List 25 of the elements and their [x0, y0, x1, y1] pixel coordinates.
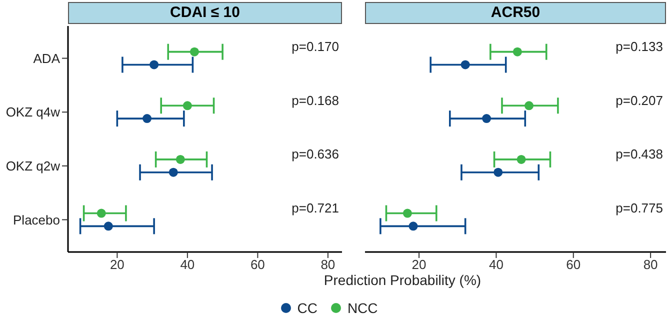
- legend-label: CC: [297, 300, 318, 316]
- annotation: p=0.207: [616, 92, 663, 108]
- y-tick-label: OKZ q2w: [6, 158, 61, 174]
- x-tick-label: 80: [320, 257, 336, 272]
- annotation: p=0.170: [292, 39, 339, 54]
- x-tick-label: 60: [566, 257, 581, 272]
- x-tick-label: 40: [180, 257, 195, 272]
- chart-title: CDAI ≤ 10: [68, 2, 342, 24]
- y-tick-label: OKZ q4w: [6, 104, 61, 120]
- chart-title: ACR50: [365, 2, 666, 24]
- annotation: p=0.168: [292, 92, 339, 108]
- x-tick-label: 60: [250, 257, 265, 272]
- x-tick-label: 80: [643, 257, 658, 272]
- legend-label: NCC: [347, 300, 378, 316]
- y-tick-label: Placebo: [13, 212, 60, 228]
- annotation: p=0.438: [616, 146, 663, 162]
- annotation: p=0.636: [292, 146, 339, 162]
- x-tick-label: 20: [110, 257, 124, 272]
- annotation: p=0.133: [616, 39, 663, 54]
- annotation: p=0.775: [616, 200, 663, 216]
- x-tick-label: 40: [488, 257, 504, 272]
- x-tick-label: 20: [412, 257, 426, 272]
- y-tick-label: ADA: [33, 50, 60, 66]
- x-axis-title: Prediction Probability (%): [322, 272, 482, 288]
- annotation: p=0.721: [292, 200, 339, 216]
